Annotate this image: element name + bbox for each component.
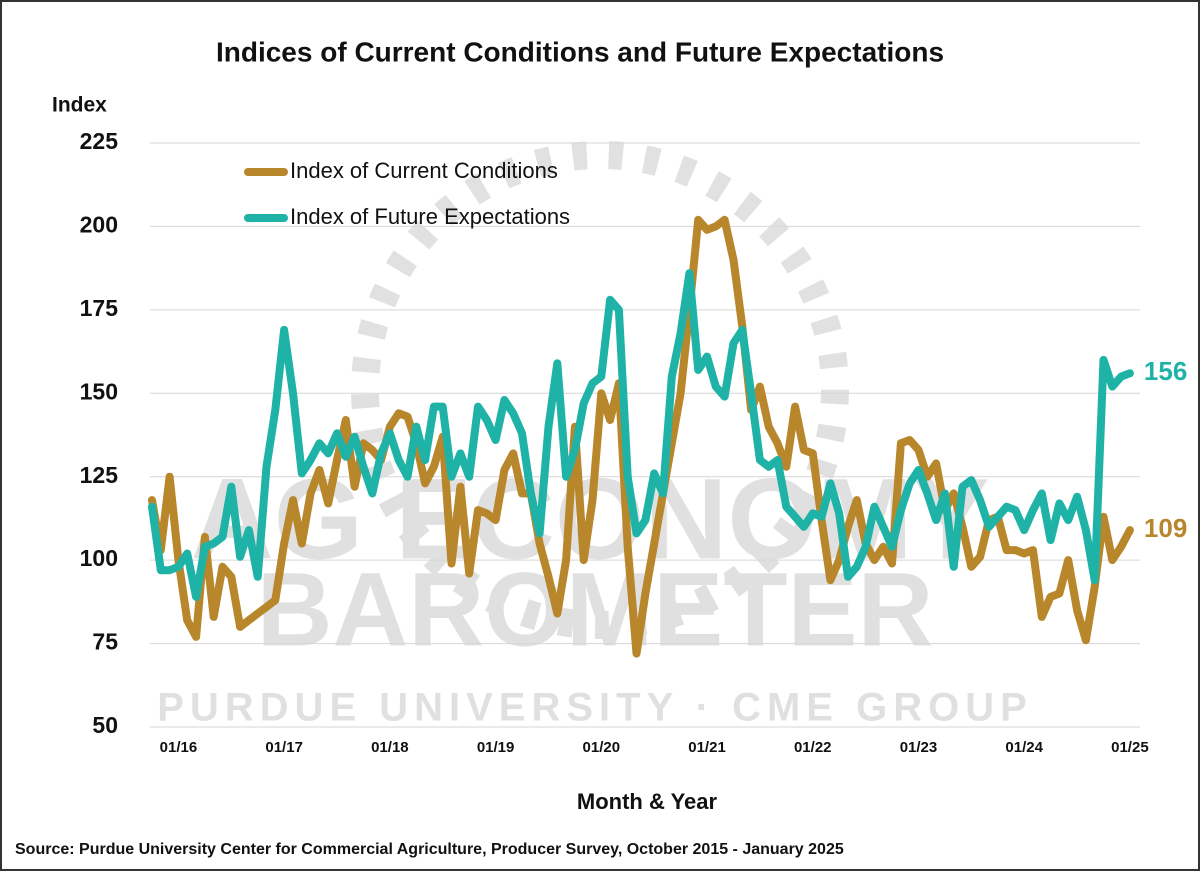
y-tick-label: 125 [80, 462, 119, 488]
y-tick-label: 200 [80, 212, 118, 238]
legend-label: Index of Future Expectations [290, 204, 570, 229]
x-tick-label: 01/16 [160, 739, 198, 756]
watermark-dial [351, 141, 849, 639]
end-value-label: 109 [1144, 513, 1187, 543]
x-tick-label: 01/22 [794, 739, 832, 756]
y-axis-label: Index [52, 94, 107, 117]
y-tick-label: 100 [80, 545, 118, 571]
data-line [148, 215, 1134, 658]
x-tick-label: 01/20 [583, 739, 621, 756]
x-tick-label: 01/18 [371, 739, 409, 756]
x-tick-label: 01/23 [900, 739, 938, 756]
data-line [148, 269, 1134, 601]
y-tick-label: 75 [92, 629, 118, 655]
x-axis-label: Month & Year [577, 789, 718, 814]
source-note: Source: Purdue University Center for Com… [15, 841, 844, 858]
end-value-label: 156 [1144, 356, 1187, 386]
legend-label: Index of Current Conditions [290, 158, 558, 183]
chart-title: Indices of Current Conditions and Future… [216, 36, 944, 67]
x-tick-label: 01/25 [1111, 739, 1149, 756]
y-tick-label: 50 [92, 712, 118, 738]
y-tick-label: 225 [80, 128, 119, 154]
watermark-text: BAROMETER [257, 552, 934, 669]
x-tick-label: 01/21 [688, 739, 726, 756]
watermark-text: PURDUE UNIVERSITY · CME GROUP [157, 686, 1033, 730]
x-tick-label: 01/17 [265, 739, 303, 756]
x-tick-label: 01/24 [1005, 739, 1043, 756]
x-tick-label: 01/19 [477, 739, 515, 756]
y-tick-label: 175 [80, 295, 119, 321]
y-tick-label: 150 [80, 378, 118, 404]
